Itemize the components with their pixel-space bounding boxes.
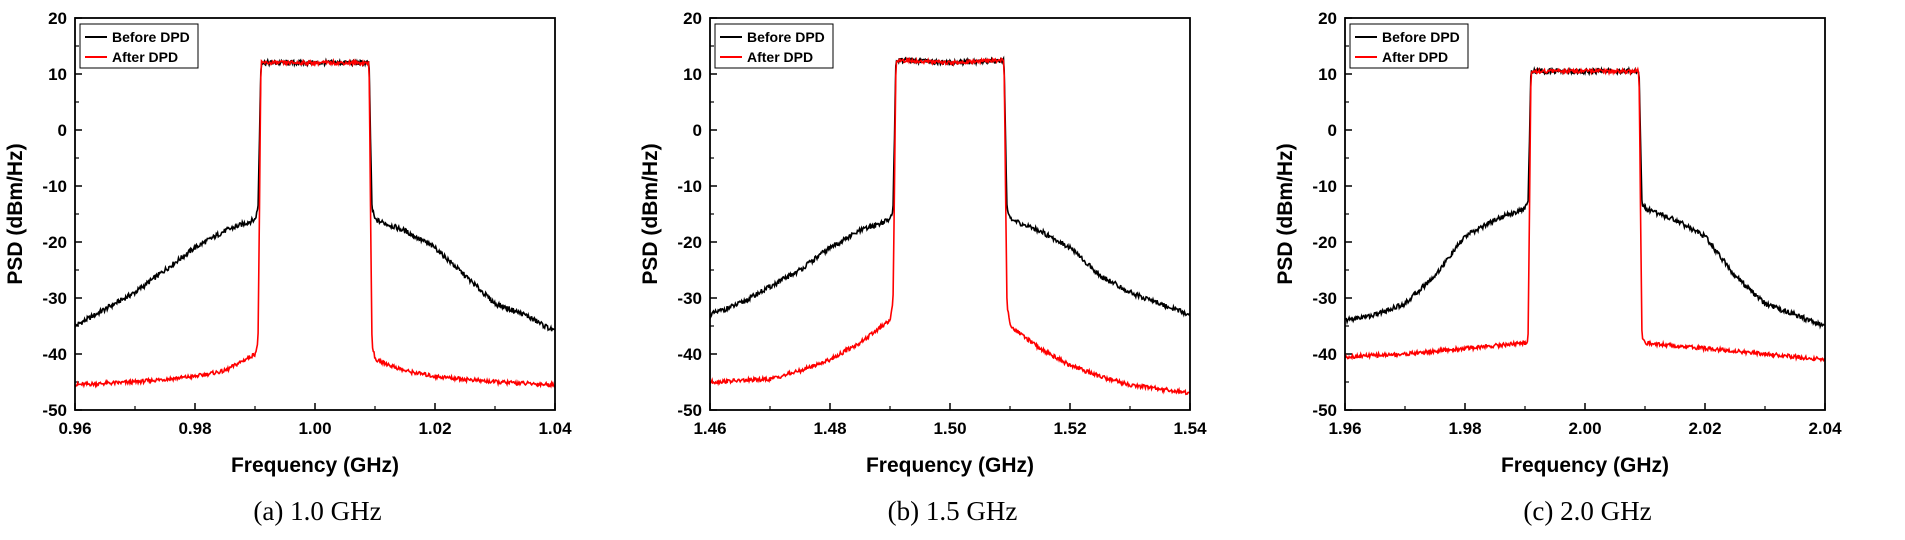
chart-1-legend-box [714,23,834,69]
chart-2-plot-frame [1344,17,1826,411]
caption-a: (a) 1.0 GHz [253,496,382,526]
chart-0-x-tick-label: 0.98 [178,419,211,438]
chart-2-x-axis-title: Frequency (GHz) [1501,454,1669,477]
chart-0-legend-label-0: Before DPD [112,29,190,45]
chart-1-x-tick-label: 1.52 [1053,419,1086,438]
chart-2-y-tick-label: -50 [1312,401,1337,420]
chart-2-x-tick-label: 2.02 [1688,419,1721,438]
chart-0-y-tick-label: -30 [42,289,67,308]
chart-0-x-axis-title: Frequency (GHz) [231,454,399,477]
chart-1-x-tick-label: 1.46 [693,419,726,438]
chart-1-series-after-dpd-line [710,56,1190,396]
chart-0-y-tick-label: -50 [42,401,67,420]
caption-c: (c) 2.0 GHz [1523,496,1652,526]
chart-2-y-tick-label: -30 [1312,289,1337,308]
chart-2-series-before-dpd-line [1345,65,1825,330]
chart-0-legend-label-1: After DPD [112,49,178,65]
chart-2-legend-box [1349,23,1469,69]
chart-2-y-tick-label: 0 [1328,121,1337,140]
chart-0-series-after-dpd-line [75,57,555,389]
chart-1-legend-label-0: Before DPD [747,29,825,45]
chart-2-series-after-dpd-line [1345,66,1825,363]
chart-1-y-axis-title: PSD (dBm/Hz) [639,143,662,284]
chart-1-y-tick-label: -20 [677,233,702,252]
chart-1-legend-label-1: After DPD [747,49,813,65]
chart-2-y-axis-title: PSD (dBm/Hz) [1274,143,1297,284]
chart-0-plot-frame [74,17,556,411]
chart-2-legend-label-1: After DPD [1382,49,1448,65]
chart-1-y-tick-label: -50 [677,401,702,420]
chart-0-y-axis-title: PSD (dBm/Hz) [4,143,27,284]
chart-0-y-tick-label: -10 [42,177,67,196]
chart-panel-c: 1.96 1.98 2.00 2.02 2.04 20 10 0 -10 -20 -30 -40 -50… [1270,0,1905,540]
chart-panel-a: 0.96 0.98 1.00 1.02 1.04 20 10 0 -10 -20 -30 -40 -50… [0,0,635,540]
chart-0-y-tick-label: 10 [48,65,67,84]
chart-1-x-tick-label: 1.48 [813,419,846,438]
psd-plot-a: 0.96 0.98 1.00 1.02 1.04 20 10 0 -10 -20 -30 -40 -50… [4,9,572,477]
chart-1-plot-frame [709,17,1191,411]
chart-2-y-tick-label: -10 [1312,177,1337,196]
psd-plot-b: 1.46 1.48 1.50 1.52 1.54 20 10 0 -10 -20 -30 -40 -50… [639,9,1207,477]
chart-1-y-tick-label: 10 [683,65,702,84]
chart-0-series-before-dpd-line [75,57,555,332]
chart-1-x-tick-label: 1.50 [933,419,966,438]
chart-2-x-tick-label: 1.98 [1448,419,1481,438]
chart-panel-b: 1.46 1.48 1.50 1.52 1.54 20 10 0 -10 -20 -30 -40 -50… [635,0,1270,540]
chart-2-y-tick-label: -20 [1312,233,1337,252]
chart-2-y-tick-label: 20 [1318,9,1337,28]
chart-1-x-tick-label: 1.54 [1173,419,1207,438]
caption-b: (b) 1.5 GHz [887,496,1018,526]
chart-0-y-tick-label: 20 [48,9,67,28]
chart-1-y-tick-label: -10 [677,177,702,196]
chart-0-legend-box [79,23,199,69]
chart-1-x-axis-title: Frequency (GHz) [866,454,1034,477]
chart-1-series-before-dpd-line [710,55,1190,320]
chart-1-y-tick-label: -30 [677,289,702,308]
chart-0-y-tick-label: -40 [42,345,67,364]
chart-0-y-tick-label: 0 [58,121,67,140]
chart-2-legend-label-0: Before DPD [1382,29,1460,45]
chart-2-y-tick-label: 10 [1318,65,1337,84]
chart-1-y-tick-label: -40 [677,345,702,364]
chart-2-x-tick-label: 2.00 [1568,419,1601,438]
chart-2-x-tick-label: 1.96 [1328,419,1361,438]
chart-1-y-tick-label: 0 [693,121,702,140]
chart-0-x-tick-label: 0.96 [58,419,91,438]
psd-plot-c: 1.96 1.98 2.00 2.02 2.04 20 10 0 -10 -20 -30 -40 -50… [1274,9,1842,477]
chart-0-x-tick-label: 1.00 [298,419,331,438]
chart-0-y-tick-label: -20 [42,233,67,252]
chart-0-x-tick-label: 1.04 [538,419,572,438]
chart-0-x-tick-label: 1.02 [418,419,451,438]
chart-2-x-tick-label: 2.04 [1808,419,1842,438]
chart-2-y-tick-label: -40 [1312,345,1337,364]
chart-1-y-tick-label: 20 [683,9,702,28]
